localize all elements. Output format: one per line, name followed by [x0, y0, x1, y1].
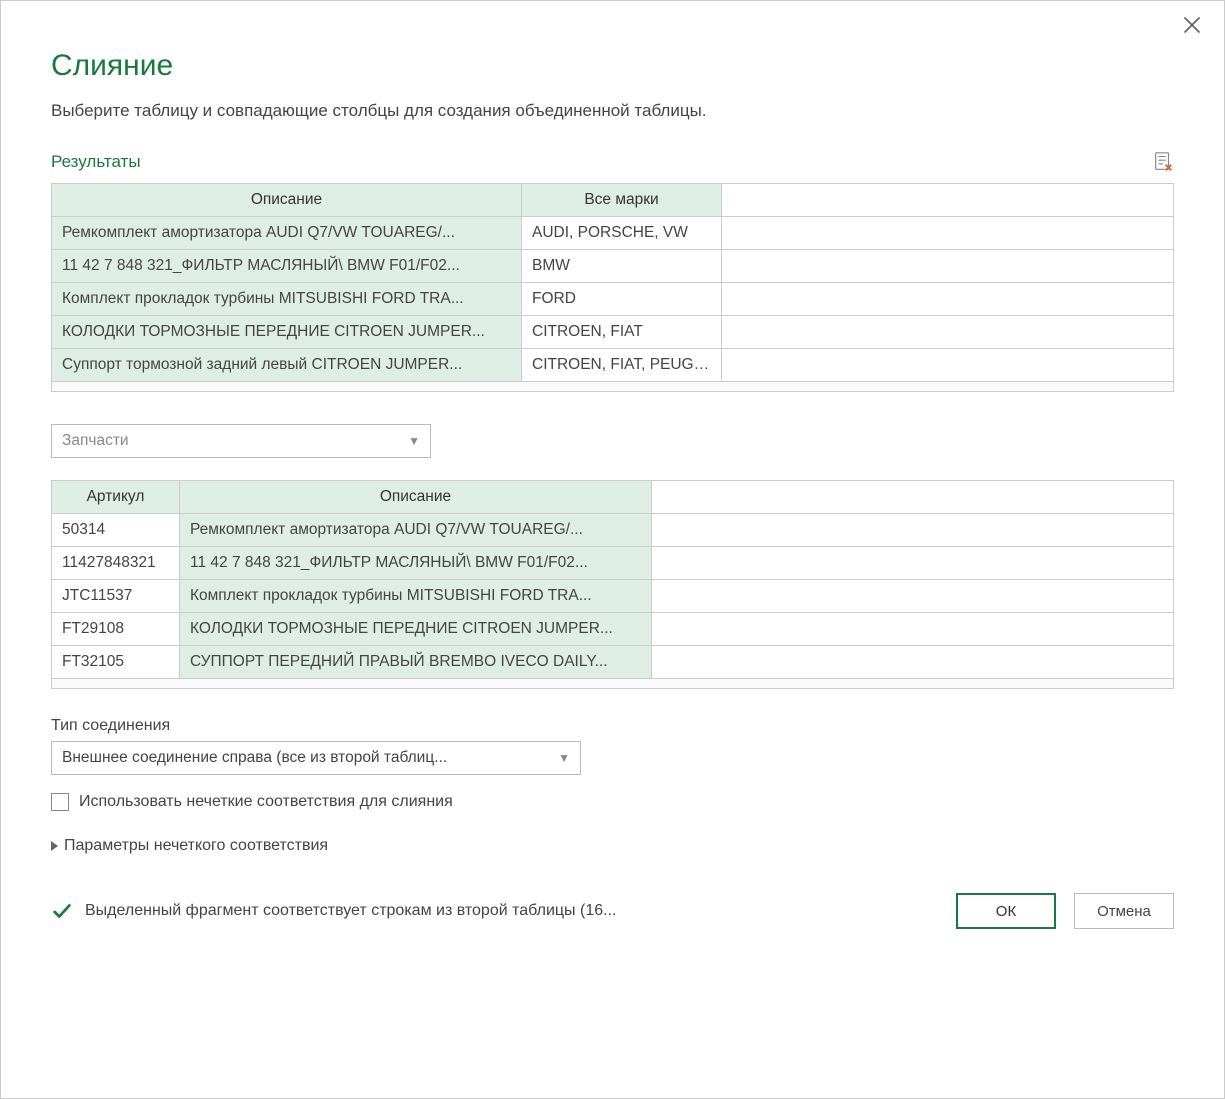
refresh-delete-icon[interactable]	[1152, 151, 1174, 173]
fuzzy-params-expander[interactable]: Параметры нечеткого соответствия	[51, 837, 1174, 855]
cell-article: 50314	[52, 514, 180, 547]
checkmark-icon	[51, 900, 73, 922]
cell-description: Ремкомплект амортизатора AUDI Q7/VW TOUA…	[52, 217, 522, 250]
results-table: Описание Все марки Ремкомплект амортизат…	[51, 183, 1174, 382]
fuzzy-match-checkbox[interactable]: Использовать нечеткие соответствия для с…	[51, 793, 1174, 811]
chevron-down-icon: ▼	[408, 434, 420, 448]
triangle-right-icon	[51, 841, 58, 851]
merge-dialog: Слияние Выберите таблицу и совпадающие с…	[0, 0, 1225, 1099]
second-table-value: Запчасти	[62, 432, 129, 450]
col-header-empty	[722, 184, 1174, 217]
close-icon[interactable]	[1182, 15, 1202, 35]
cell-brands: FORD	[522, 283, 722, 316]
cell-brands: BMW	[522, 250, 722, 283]
cell-description: Ремкомплект амортизатора AUDI Q7/VW TOUA…	[180, 514, 652, 547]
cell-description: 11 42 7 848 321_ФИЛЬТР МАСЛЯНЫЙ\ BMW F01…	[52, 250, 522, 283]
second-table-select[interactable]: Запчасти ▼	[51, 424, 431, 458]
col-header-description[interactable]: Описание	[52, 184, 522, 217]
table-row[interactable]: 50314 Ремкомплект амортизатора AUDI Q7/V…	[52, 514, 1174, 547]
cell-description: Комплект прокладок турбины MITSUBISHI FO…	[52, 283, 522, 316]
table-header-row: Артикул Описание	[52, 481, 1174, 514]
table-row[interactable]: 11 42 7 848 321_ФИЛЬТР МАСЛЯНЫЙ\ BMW F01…	[52, 250, 1174, 283]
match-status: Выделенный фрагмент соответствует строка…	[51, 900, 616, 922]
cell-description: 11 42 7 848 321_ФИЛЬТР МАСЛЯНЫЙ\ BMW F01…	[180, 547, 652, 580]
table-row[interactable]: 11427848321 11 42 7 848 321_ФИЛЬТР МАСЛЯ…	[52, 547, 1174, 580]
table-row[interactable]: Комплект прокладок турбины MITSUBISHI FO…	[52, 283, 1174, 316]
cell-description: КОЛОДКИ ТОРМОЗНЫЕ ПЕРЕДНИЕ CITROEN JUMPE…	[180, 613, 652, 646]
dialog-subtitle: Выберите таблицу и совпадающие столбцы д…	[51, 101, 1174, 121]
results-label: Результаты	[51, 152, 141, 172]
table-row[interactable]: Суппорт тормозной задний левый CITROEN J…	[52, 349, 1174, 382]
table-header-row: Описание Все марки	[52, 184, 1174, 217]
col-header-empty	[652, 481, 1174, 514]
cell-brands: AUDI, PORSCHE, VW	[522, 217, 722, 250]
table-row[interactable]: Ремкомплект амортизатора AUDI Q7/VW TOUA…	[52, 217, 1174, 250]
table-row[interactable]: JTC11537 Комплект прокладок турбины MITS…	[52, 580, 1174, 613]
table-scroll-area[interactable]	[51, 382, 1174, 392]
dialog-title: Слияние	[51, 49, 1174, 83]
cell-article: FT29108	[52, 613, 180, 646]
cell-description: СУППОРТ ПЕРЕДНИЙ ПРАВЫЙ BREMBO IVECO DAI…	[180, 646, 652, 679]
join-type-value: Внешнее соединение справа (все из второй…	[62, 749, 447, 767]
table-row[interactable]: FT32105 СУППОРТ ПЕРЕДНИЙ ПРАВЫЙ BREMBO I…	[52, 646, 1174, 679]
match-status-text: Выделенный фрагмент соответствует строка…	[85, 902, 616, 920]
checkbox-box	[51, 793, 69, 811]
cell-description: Суппорт тормозной задний левый CITROEN J…	[52, 349, 522, 382]
cell-description: КОЛОДКИ ТОРМОЗНЫЕ ПЕРЕДНИЕ CITROEN JUMPE…	[52, 316, 522, 349]
parts-table: Артикул Описание 50314 Ремкомплект аморт…	[51, 480, 1174, 679]
fuzzy-params-label: Параметры нечеткого соответствия	[64, 837, 328, 855]
cell-article: JTC11537	[52, 580, 180, 613]
cell-brands: CITROEN, FIAT	[522, 316, 722, 349]
table-row[interactable]: FT29108 КОЛОДКИ ТОРМОЗНЫЕ ПЕРЕДНИЕ CITRO…	[52, 613, 1174, 646]
table-row[interactable]: КОЛОДКИ ТОРМОЗНЫЕ ПЕРЕДНИЕ CITROEN JUMPE…	[52, 316, 1174, 349]
cell-article: FT32105	[52, 646, 180, 679]
col-header-description[interactable]: Описание	[180, 481, 652, 514]
cell-description: Комплект прокладок турбины MITSUBISHI FO…	[180, 580, 652, 613]
chevron-down-icon: ▼	[558, 751, 570, 765]
cell-article: 11427848321	[52, 547, 180, 580]
join-type-label: Тип соединения	[51, 717, 1174, 735]
cancel-button[interactable]: Отмена	[1074, 893, 1174, 929]
table-scroll-area[interactable]	[51, 679, 1174, 689]
col-header-brands[interactable]: Все марки	[522, 184, 722, 217]
fuzzy-match-label: Использовать нечеткие соответствия для с…	[79, 793, 453, 811]
cell-brands: CITROEN, FIAT, PEUGEOT	[522, 349, 722, 382]
col-header-article[interactable]: Артикул	[52, 481, 180, 514]
join-type-select[interactable]: Внешнее соединение справа (все из второй…	[51, 741, 581, 775]
ok-button[interactable]: ОК	[956, 893, 1056, 929]
